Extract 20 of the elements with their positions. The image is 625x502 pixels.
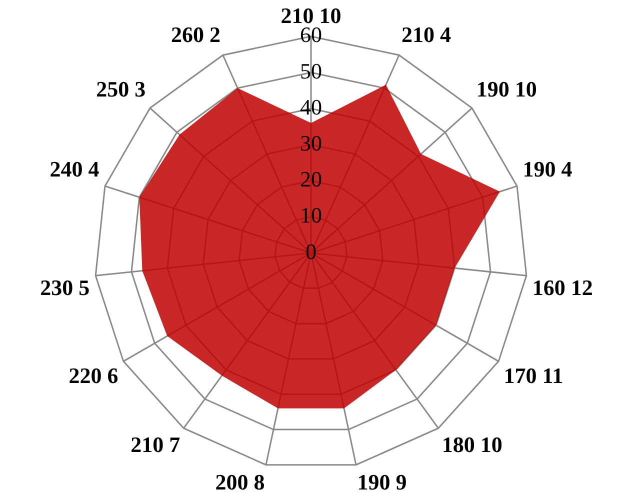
y-tick-label: 40	[300, 94, 322, 120]
y-tick-label: 20	[300, 166, 322, 192]
spoke-label: 200 8	[215, 470, 265, 495]
spoke-label: 190 4	[522, 156, 572, 182]
spoke-label: 210 4	[402, 22, 452, 48]
y-tick-label: 50	[300, 58, 322, 84]
spoke-label: 240 4	[50, 156, 100, 182]
spoke-label: 180 10	[442, 432, 502, 457]
y-tick-label: 30	[300, 130, 322, 156]
spoke-label: 190 10	[476, 76, 537, 102]
spoke-label: 250 3	[96, 76, 146, 102]
y-tick-label: 10	[300, 202, 322, 228]
spoke-label: 260 2	[170, 22, 220, 48]
spoke-label: 160 12	[532, 275, 593, 300]
spoke-label: 220 6	[68, 363, 118, 388]
y-tick-label: 0	[306, 238, 316, 264]
spoke-label: 210 7	[130, 432, 180, 457]
spoke-label: 170 11	[504, 363, 564, 388]
spoke-label: 190 9	[357, 470, 407, 495]
spoke-label: 230 5	[40, 275, 90, 300]
